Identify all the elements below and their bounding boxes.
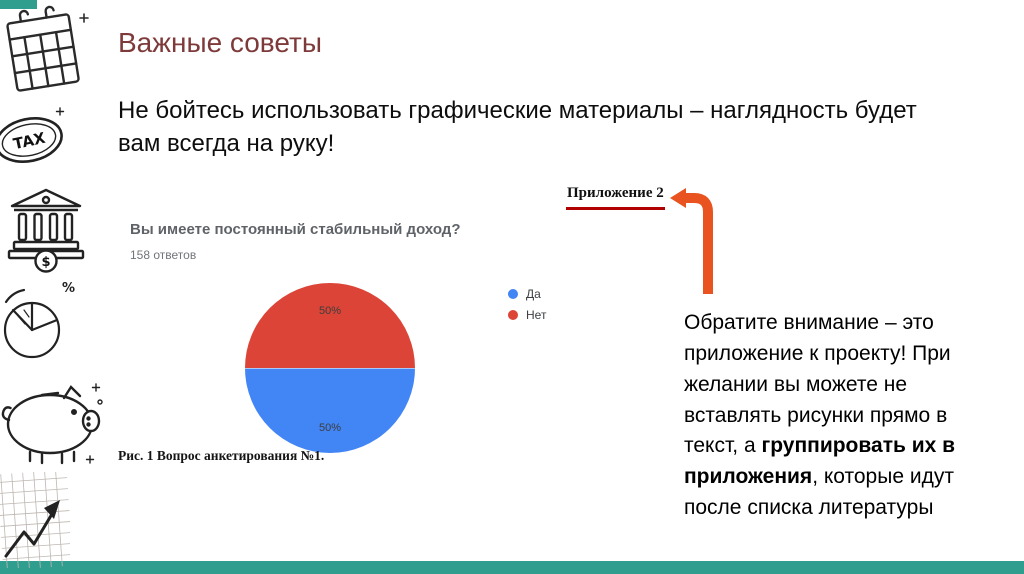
top-corner-accent-bar [0,0,37,9]
note-text-bold: группировать их в приложения [684,434,956,489]
legend-label: Нет [526,308,547,322]
tax-stamp-label: TAX [12,129,48,153]
calendar-icon [6,5,89,92]
piggy-bank-icon [1,383,103,465]
figure-caption: Рис. 1 Вопрос анкетирования №1. [118,448,325,463]
tax-stamp-icon: TAX [0,107,65,163]
survey-question: Вы имеете постоянный стабильный доход? [130,221,461,238]
pie-chart: 50% 50% [245,283,415,453]
growth-arrow-icon [0,472,70,568]
pie-chart-doodle-icon: % [3,281,75,359]
survey-response-count: 158 ответов [130,248,197,262]
pie-label-net: 50% [318,305,342,317]
note-text-post: , которые идут после списка литературы [684,465,954,520]
bottom-accent-bar [0,561,1024,574]
appendix-label: Приложение 2 [567,185,664,201]
chart-legend: Да Нет [508,287,546,329]
page-title: Важные советы [118,27,322,58]
note-text-pre: Обратите внимание – это приложение к про… [684,311,951,458]
note-text: Обратите внимание – это приложение к про… [684,308,998,524]
pie-slice-divider [245,368,415,369]
pie-label-da: 50% [318,422,342,434]
legend-swatch [508,289,518,299]
legend-item: Да [508,287,546,301]
appendix-underline [566,207,665,210]
bank-coin-label: $ [41,255,50,270]
percent-label: % [62,281,75,296]
intro-text: Не бойтесь использовать графические мате… [118,97,917,158]
legend-item: Нет [508,308,546,322]
legend-label: Да [526,287,541,301]
curved-arrow-icon [670,188,713,294]
legend-swatch [508,310,518,320]
bank-icon: $ [7,188,85,273]
